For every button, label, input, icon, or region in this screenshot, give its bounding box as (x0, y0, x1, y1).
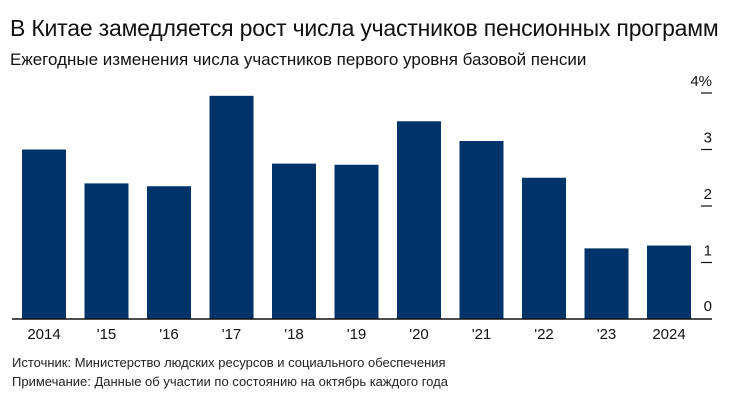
x-tick-label: '23 (597, 326, 617, 343)
bar-0 (22, 149, 66, 319)
x-tick-label: '17 (222, 326, 242, 343)
x-tick-label: '22 (534, 326, 554, 343)
chart-title: В Китае замедляется рост числа участнико… (10, 15, 719, 41)
bar-5 (334, 164, 379, 319)
y-tick-label: 2 (704, 186, 712, 203)
x-tick-label: 2024 (652, 326, 685, 343)
y-tick-label: 3 (704, 130, 712, 147)
y-axis: 0 1 2 3 4% (690, 73, 712, 315)
bar-7 (459, 141, 504, 319)
x-tick-label: '18 (284, 326, 304, 343)
source-note: Источник: Министерство людских ресурсов … (12, 355, 446, 370)
bar-1 (84, 183, 129, 319)
bar-3 (209, 95, 254, 319)
x-tick-label: '15 (97, 326, 117, 343)
y-tick-label: 0 (704, 298, 712, 315)
x-tick-label: '20 (409, 326, 429, 343)
y-tick-label: 4% (690, 73, 712, 90)
x-tick-label: '16 (159, 326, 179, 343)
y-tick-label: 1 (704, 243, 712, 260)
bar-10 (647, 245, 691, 319)
x-tick-label: '21 (472, 326, 492, 343)
chart-subtitle: Ежегодные изменения числа участников пер… (10, 50, 587, 69)
chart-notes: Источник: Министерство людских ресурсов … (12, 353, 448, 391)
bar-2 (147, 186, 191, 319)
x-tick-label: 2014 (27, 326, 60, 343)
bars-group (22, 95, 691, 319)
x-tick-labels: 2014 '15 '16 '17 '18 '19 '20 '21 '22 '23 2024 (27, 326, 685, 343)
bar-9 (584, 248, 629, 319)
bar-6 (397, 121, 441, 319)
bar-8 (522, 177, 566, 319)
x-tick-label: '19 (347, 326, 367, 343)
data-note: Примечание: Данные об участии по состоян… (12, 374, 448, 389)
bar-4 (272, 163, 316, 319)
